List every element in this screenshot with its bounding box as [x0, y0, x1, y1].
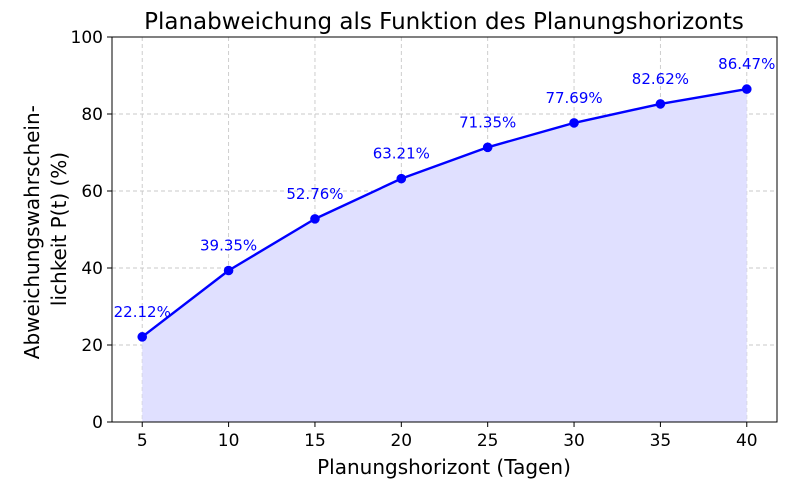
- series-line: [141, 87, 747, 338]
- data-label: 22.12%: [114, 303, 171, 321]
- points-layer: [137, 84, 752, 342]
- x-axis: 5 10 15 20 25 30 35 40: [137, 422, 758, 451]
- data-point: [310, 214, 320, 224]
- data-label: 86.47%: [718, 55, 775, 73]
- x-tick-label: 20: [390, 431, 412, 451]
- chart-title: Planabweichung als Funktion des Planungs…: [144, 9, 744, 35]
- data-label: 39.35%: [200, 237, 257, 255]
- data-point: [482, 142, 493, 153]
- y-axis-label-line-1: Abweichungswahrschein-: [20, 105, 44, 359]
- y-tick-label: 20: [81, 336, 103, 356]
- y-tick-label: 0: [92, 413, 103, 433]
- data-point: [396, 173, 407, 184]
- data-point: [223, 265, 234, 276]
- y-tick-label: 100: [71, 28, 103, 48]
- data-label: 77.69%: [545, 89, 602, 107]
- plot-frame: [111, 36, 778, 423]
- data-point: [741, 84, 752, 94]
- data-point: [655, 99, 666, 109]
- y-axis-label: Abweichungswahrschein- lichkeit P(t) (%): [20, 99, 71, 359]
- data-point: [569, 118, 579, 128]
- x-tick-label: 10: [218, 431, 240, 451]
- area-layer: [142, 89, 747, 422]
- data-label: 82.62%: [632, 70, 689, 88]
- line-layer: [141, 87, 747, 338]
- area-fill: [142, 89, 747, 422]
- y-tick-label: 60: [81, 182, 103, 202]
- data-label: 52.76%: [286, 185, 343, 203]
- data-point: [137, 332, 148, 342]
- x-tick-label: 25: [477, 431, 499, 451]
- x-tick-label: 15: [304, 431, 326, 451]
- y-tick-label: 40: [81, 259, 103, 279]
- data-label: 63.21%: [373, 145, 430, 163]
- y-tick-label: 80: [81, 105, 103, 125]
- x-tick-label: 5: [137, 431, 148, 451]
- data-labels: 22.12% 39.35% 52.76% 63.21% 71.35% 77.69% 82.6…: [114, 55, 776, 321]
- x-axis-label: Planungshorizont (Tagen): [317, 455, 571, 479]
- y-axis-label-line-2: lichkeit P(t) (%): [47, 152, 71, 306]
- data-label: 71.35%: [459, 113, 516, 131]
- x-tick-label: 40: [736, 431, 758, 451]
- x-tick-label: 30: [563, 431, 585, 451]
- x-tick-label: 35: [650, 431, 672, 451]
- y-axis: 0 20 40 60 80 100: [71, 28, 112, 433]
